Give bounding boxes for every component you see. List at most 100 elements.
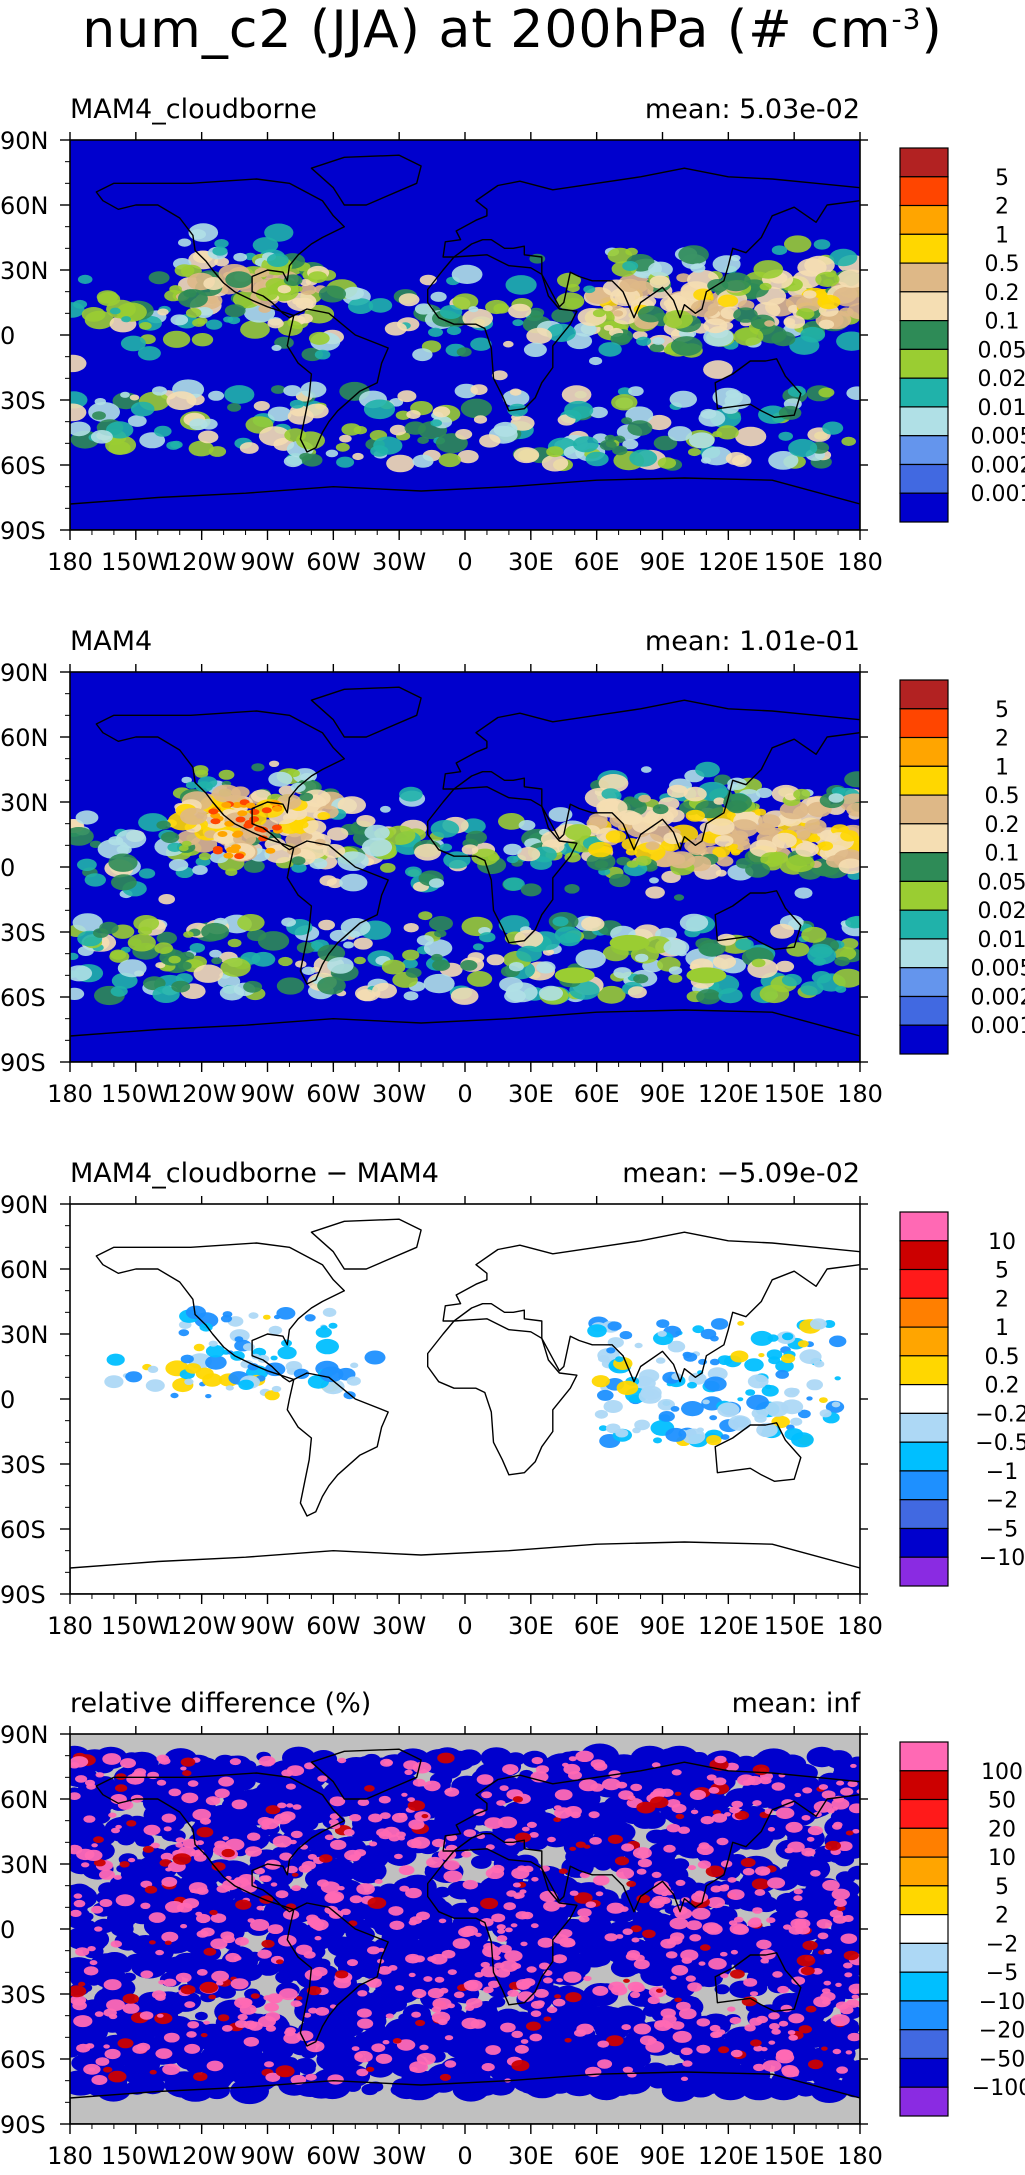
- field-cell: [208, 390, 225, 401]
- field-cell: [856, 1789, 860, 1794]
- field-cell: [291, 856, 306, 866]
- field-cell: [746, 1394, 769, 1410]
- field-cell: [621, 1843, 635, 1852]
- x-tick-label: 120W: [167, 1612, 237, 1640]
- field-cell: [115, 1894, 135, 1907]
- field-cell: [428, 1961, 457, 1981]
- panel-title: MAM4_cloudborne − MAM4: [70, 1158, 439, 1189]
- field-cell: [209, 851, 229, 864]
- field-cell: [480, 1918, 494, 1927]
- field-cell: [339, 434, 352, 443]
- field-cell: [70, 1756, 89, 1768]
- field-cell: [199, 1322, 213, 1332]
- field-cell: [618, 1790, 634, 1800]
- colorbar-swatch: [899, 1556, 949, 1587]
- field-cell: [462, 1879, 478, 1890]
- field-cell: [292, 297, 304, 305]
- field-cell: [630, 1783, 643, 1792]
- field-cell: [637, 305, 665, 323]
- colorbar-swatch: [899, 938, 949, 969]
- field-cell: [142, 1845, 154, 1853]
- field-cell: [712, 846, 730, 858]
- field-cell: [356, 1883, 375, 1895]
- field-cell: [353, 937, 373, 950]
- field-cell: [249, 816, 260, 823]
- coastline: [286, 308, 389, 453]
- field-cell: [106, 1885, 124, 1897]
- field-cell: [696, 1427, 704, 1433]
- colorbar-swatch: [899, 1470, 949, 1501]
- field-cell: [374, 1879, 383, 1884]
- field-cell: [108, 853, 138, 872]
- field-cell: [569, 1861, 590, 1875]
- field-cell: [335, 442, 350, 452]
- field-cell: [607, 1337, 624, 1348]
- field-cell: [221, 802, 232, 809]
- field-cell: [848, 1983, 860, 1994]
- field-cell: [100, 1952, 129, 1971]
- field-cell: [483, 1986, 494, 1994]
- field-cell: [70, 1909, 82, 1917]
- field-cell: [70, 2033, 88, 2046]
- field-cell: [70, 952, 79, 960]
- colorbar-swatch: [899, 708, 949, 739]
- field-cell: [185, 1305, 206, 1320]
- field-cell: [821, 2046, 828, 2051]
- y-tick-label: 90S: [0, 517, 46, 545]
- field-cell: [485, 1867, 505, 1880]
- field-cell: [434, 929, 447, 938]
- field-cell: [416, 935, 434, 946]
- field-cell: [621, 417, 633, 425]
- field-cell: [468, 306, 479, 313]
- colorbar-label: 1: [995, 223, 1009, 248]
- field-cell: [221, 2025, 233, 2032]
- field-cell: [564, 400, 594, 420]
- field-cell: [689, 432, 715, 449]
- field-cell: [211, 1862, 226, 1871]
- colorbar-swatch: [899, 1441, 949, 1472]
- field-cell: [810, 1870, 821, 1877]
- field-cell: [843, 1950, 859, 1961]
- field-cell: [686, 1920, 702, 1931]
- field-cell: [191, 333, 214, 347]
- field-cell: [385, 2013, 394, 2019]
- field-cell: [91, 2075, 108, 2085]
- field-cell: [203, 277, 225, 290]
- field-cell: [208, 1340, 218, 1347]
- field-cell: [130, 1935, 162, 1956]
- field-cell: [695, 761, 720, 778]
- field-cell: [299, 284, 317, 296]
- field-cell: [277, 285, 291, 294]
- field-cell: [327, 2074, 344, 2085]
- field-cell: [277, 1802, 287, 1809]
- field-cell: [417, 436, 429, 444]
- field-cell: [185, 2059, 206, 2074]
- field-cell: [450, 987, 479, 1005]
- field-cell: [364, 1350, 386, 1365]
- field-cell: [103, 1979, 122, 1991]
- field-cell: [759, 282, 772, 291]
- field-cell: [461, 1958, 478, 1970]
- field-cell: [70, 987, 85, 1000]
- field-cell: [446, 1834, 458, 1842]
- field-cell: [710, 1318, 729, 1330]
- y-tick-label: 30N: [0, 1321, 49, 1349]
- field-cell: [254, 1867, 266, 1875]
- field-cell: [439, 1987, 449, 1994]
- field-cell: [296, 942, 316, 954]
- field-cell: [224, 304, 246, 318]
- field-cell: [205, 319, 223, 330]
- field-cell: [189, 418, 208, 431]
- field-cell: [368, 298, 393, 313]
- field-cell: [611, 1985, 628, 1996]
- field-cell: [397, 390, 417, 403]
- field-cell: [175, 1837, 185, 1843]
- colorbar-swatch: [899, 851, 949, 882]
- field-cell: [629, 449, 658, 467]
- field-cell: [151, 1990, 167, 2000]
- field-cell: [192, 865, 208, 875]
- field-cell: [208, 1994, 216, 2000]
- field-cell: [319, 1366, 344, 1383]
- coastline: [427, 1318, 578, 1476]
- field-cell: [350, 1362, 359, 1369]
